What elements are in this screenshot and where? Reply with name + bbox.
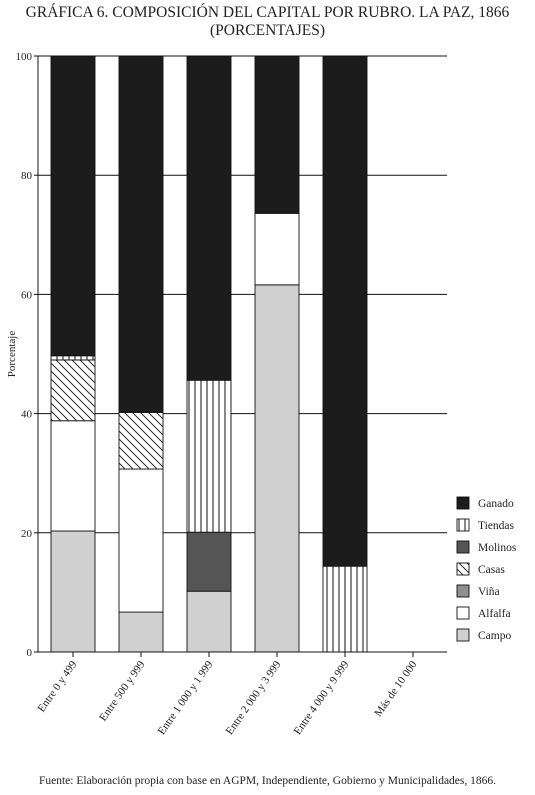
y-axis-label: Porcentaje [6, 331, 18, 378]
source-note: Fuente: Elaboración propia con base en A… [38, 775, 496, 787]
bar-segment-alfalfa-0 [50, 420, 96, 532]
x-tick-label: Entre 1 000 y 1 999 [156, 658, 216, 737]
bar-segment-alfalfa-3 [254, 212, 300, 286]
legend-label-tiendas: Tiendas [478, 520, 515, 532]
bar-segment-molinos-2 [186, 531, 232, 592]
legend-swatch-casas [456, 562, 470, 576]
y-tick-label: 40 [21, 409, 33, 421]
legend-swatch-via [456, 584, 470, 598]
legend-label-via: Viña [478, 586, 500, 598]
bar-segment-ganado-3 [254, 55, 300, 214]
legend-swatch-molinos [456, 540, 470, 554]
x-tick-label: Entre 4 000 y 9 999 [292, 658, 352, 737]
chart-title: GRÁFICA 6. COMPOSICIÓN DEL CAPITAL POR R… [25, 4, 510, 21]
bar-segment-campo-2 [186, 590, 232, 653]
legend-label-campo: Campo [478, 630, 511, 642]
bar-segment-ganado-2 [186, 55, 232, 381]
bar-segment-ganado-0 [50, 55, 96, 357]
y-tick-label: 20 [21, 528, 33, 540]
bar-segment-tiendas-4 [322, 565, 368, 653]
legend-label-molinos: Molinos [478, 542, 517, 554]
bar-segment-tiendas-0 [50, 355, 96, 361]
x-tick-label: Más de 10 000 [372, 658, 419, 719]
bar-segment-casas-0 [50, 359, 96, 422]
legend-swatch-alfalfa [456, 606, 470, 620]
y-tick-label: 60 [21, 289, 33, 301]
bar-segment-alfalfa-1 [118, 468, 164, 613]
y-tick-label: 80 [21, 170, 33, 182]
legend-swatch-ganado [456, 496, 470, 510]
bar-segment-ganado-4 [322, 55, 368, 567]
y-tick-label: 0 [27, 647, 33, 659]
bar-segment-tiendas-2 [186, 379, 232, 533]
x-tick-label: Entre 0 y 499 [35, 658, 79, 714]
x-tick-label: Entre 500 y 999 [97, 658, 148, 723]
bar-segment-casas-1 [118, 411, 164, 470]
stacked-bar-chart: 0 20 40 60 80 100 Porcentaje Entre 0 y 499 Entre… [6, 51, 517, 737]
bar-segment-campo-0 [50, 530, 96, 653]
bar-segment-campo-1 [118, 611, 164, 653]
y-tick-label: 100 [16, 51, 33, 63]
chart-subtitle: (PORCENTAJES) [209, 22, 326, 39]
legend-label-alfalfa: Alfalfa [478, 608, 511, 620]
legend-swatch-tiendas [456, 518, 470, 532]
x-tick-label: Entre 2 000 y 3 999 [224, 658, 284, 737]
bar-segment-campo-3 [254, 284, 300, 653]
bar-segment-ganado-1 [118, 55, 164, 413]
legend-label-casas: Casas [478, 564, 505, 576]
legend-label-ganado: Ganado [478, 498, 514, 510]
legend-swatch-campo [456, 628, 470, 642]
